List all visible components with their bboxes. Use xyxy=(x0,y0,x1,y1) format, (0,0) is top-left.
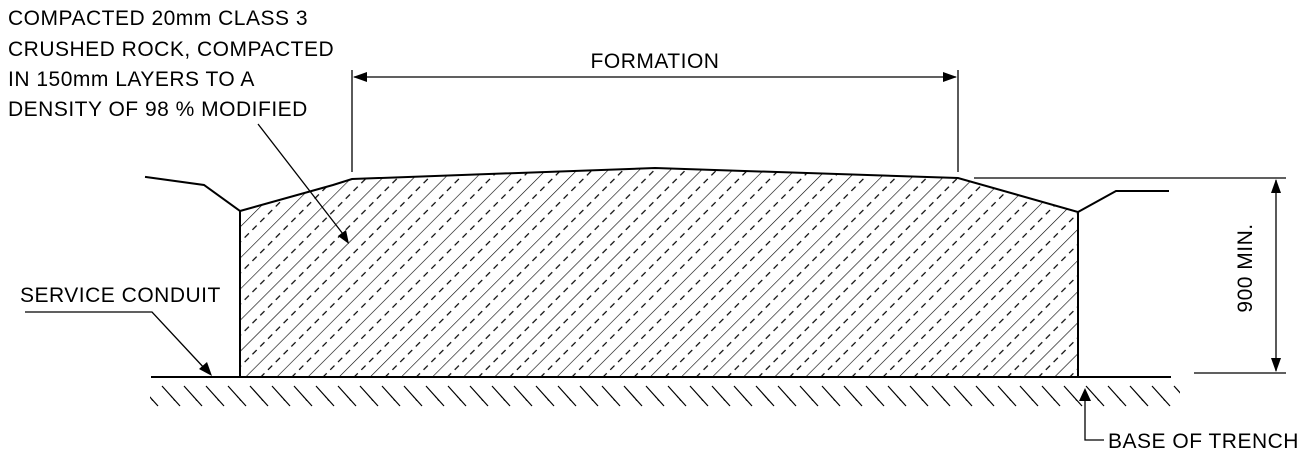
depth-label: 900 MIN. xyxy=(1234,223,1257,312)
soil-hatch-tick xyxy=(478,395,484,402)
soil-hatch-tick xyxy=(302,395,308,402)
soil-hatch-tick xyxy=(654,395,660,402)
soil-hatch-tick xyxy=(456,395,462,402)
service-conduit-leader xyxy=(25,311,207,371)
soil-hatch-tick xyxy=(610,395,616,402)
soil-hatch-tick xyxy=(874,395,880,402)
service-conduit-leader-arrow xyxy=(199,362,212,376)
soil-hatch-tick xyxy=(346,395,352,402)
soil-hatch-tick xyxy=(698,395,704,402)
soil-hatch-tick xyxy=(324,395,330,402)
right-ground-surface xyxy=(1076,190,1169,214)
soil-hatch-tick xyxy=(1050,395,1056,402)
soil-hatch-tick xyxy=(412,395,418,402)
soil-hatch-tick xyxy=(1006,395,1012,402)
base-of-trench-label: BASE OF TRENCH xyxy=(1108,430,1298,453)
soil-hatch-tick xyxy=(566,395,572,402)
soil-hatch-tick xyxy=(1094,395,1100,402)
fill-material-note-line-2: CRUSHED ROCK, COMPACTED xyxy=(8,38,334,61)
soil-hatch-tick xyxy=(390,395,396,402)
soil-hatch-tick xyxy=(1183,396,1187,401)
soil-hatch-tick xyxy=(192,395,198,402)
soil-hatch-tick xyxy=(962,395,968,402)
soil-hatch-tick xyxy=(544,395,550,402)
soil-hatch-tick xyxy=(500,395,506,402)
fill-material-note: COMPACTED 20mm CLASS 3 CRUSHED ROCK, COM… xyxy=(8,7,340,121)
soil-hatch-tick xyxy=(522,395,528,402)
soil-hatch-tick xyxy=(720,395,726,402)
formation-label: FORMATION xyxy=(591,50,720,73)
soil-hatch-line xyxy=(1173,385,1180,394)
fill-material-note-line-4: DENSITY OF 98 % MODIFIED xyxy=(8,98,308,121)
soil-hatch-tick xyxy=(1138,395,1144,402)
soil-hatch-tick xyxy=(1116,395,1122,402)
soil-hatch-tick xyxy=(1072,395,1078,402)
soil-hatch-tick xyxy=(896,395,902,402)
left-ground-surface xyxy=(144,175,242,213)
soil-hatch-tick xyxy=(632,395,638,402)
soil-hatch-tick xyxy=(808,395,814,402)
soil-hatch-tick xyxy=(150,396,154,402)
soil-hatching xyxy=(150,385,1214,407)
soil-hatch-tick xyxy=(214,395,220,402)
soil-hatch-tick xyxy=(368,395,374,402)
soil-hatch-tick xyxy=(588,395,594,402)
fill-material-note-line-1: COMPACTED 20mm CLASS 3 xyxy=(8,7,308,30)
soil-hatch-line xyxy=(1196,386,1214,406)
base-of-trench-leader xyxy=(1084,398,1104,441)
soil-hatch-tick xyxy=(830,395,836,402)
fill-material-leader-arrow xyxy=(338,230,349,244)
soil-hatch-line xyxy=(150,396,159,407)
soil-hatch-tick xyxy=(764,395,770,402)
soil-hatch-tick xyxy=(940,395,946,402)
soil-hatch-tick xyxy=(852,395,858,402)
soil-hatch-tick xyxy=(280,395,286,402)
soil-hatch-tick xyxy=(1028,395,1034,402)
soil-hatch-tick xyxy=(434,395,440,402)
soil-hatch-tick xyxy=(742,395,748,402)
soil-hatch-tick xyxy=(676,395,682,402)
service-conduit-label: SERVICE CONDUIT xyxy=(20,284,221,307)
soil-hatch-tick xyxy=(258,395,264,402)
crushed-rock-fill xyxy=(239,166,1079,378)
base-of-trench-leader-arrow xyxy=(1079,388,1091,401)
soil-hatch-tick xyxy=(786,395,792,402)
fill-material-note-line-3: IN 150mm LAYERS TO A xyxy=(8,68,254,91)
fill-material-leader xyxy=(257,123,344,235)
soil-hatch-tick xyxy=(1205,396,1209,401)
soil-hatch-tick xyxy=(984,395,990,402)
soil-hatch-tick xyxy=(236,395,242,402)
soil-hatch-tick xyxy=(170,395,176,402)
soil-hatch-tick xyxy=(1160,395,1166,402)
soil-hatch-tick xyxy=(918,395,924,402)
